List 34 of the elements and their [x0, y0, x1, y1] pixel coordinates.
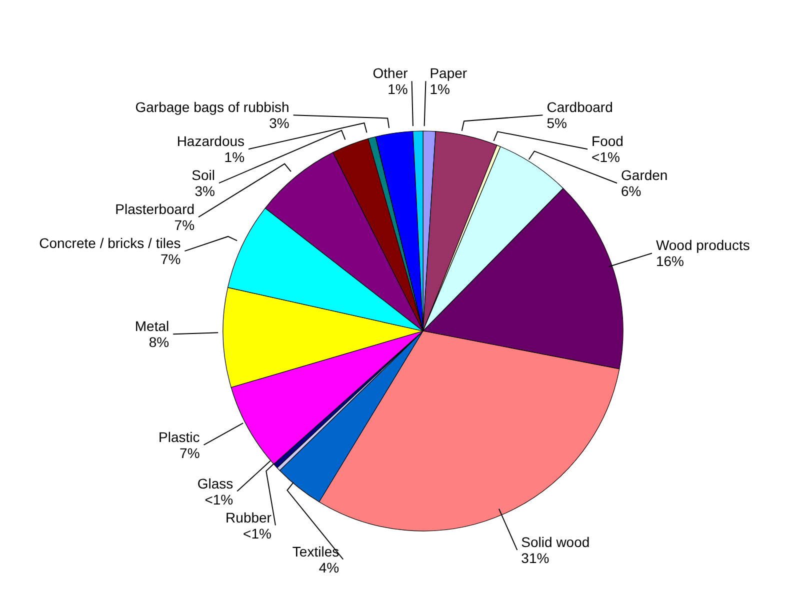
slice-label: Plasterboard [115, 201, 195, 218]
data-label: 7% [180, 444, 200, 461]
slice-label: Solid wood [521, 534, 590, 550]
slice-label: Cardboard [546, 99, 613, 116]
data-label: <1% [592, 149, 620, 166]
slice-label: Paper [430, 65, 468, 82]
data-label: 3% [269, 115, 290, 132]
slice-label: Plastic [158, 428, 200, 445]
data-label: 1% [388, 81, 408, 98]
data-label: 6% [621, 183, 642, 200]
data-label: 1% [224, 149, 245, 166]
slice-label: Concrete / bricks / tiles [39, 235, 181, 252]
data-label: 31% [521, 550, 550, 566]
data-label: 3% [194, 183, 216, 200]
data-label: 1% [430, 81, 450, 98]
data-label: 16% [656, 253, 684, 270]
data-label: 7% [174, 217, 195, 234]
slice-label: Wood products [656, 237, 750, 254]
data-label: 5% [546, 115, 567, 132]
data-label: 8% [148, 334, 170, 350]
slice-label: Textiles [292, 543, 340, 560]
data-label: 4% [318, 559, 340, 576]
slice-label: Other [372, 65, 408, 82]
data-label: <1% [204, 491, 234, 508]
slice-label: Rubber [226, 509, 272, 526]
slice-label: Soil [192, 167, 216, 184]
slice-label: Metal [134, 318, 170, 334]
slice-label: Garden [621, 167, 668, 184]
slice-label: Food [592, 133, 624, 150]
slice-label: Garbage bags of rubbish [135, 99, 290, 116]
slice-label: Glass [197, 475, 234, 492]
slice-label: Hazardous [176, 133, 245, 150]
data-label: 7% [160, 251, 181, 268]
data-label: <1% [243, 525, 272, 542]
